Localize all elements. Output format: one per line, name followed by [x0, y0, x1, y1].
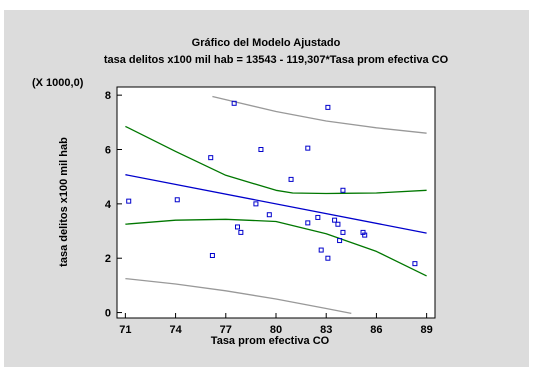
data-point — [325, 255, 331, 261]
x-tick-label: 71 — [119, 324, 131, 336]
x-tick-label: 80 — [270, 324, 282, 336]
chart: Gráfico del Modelo Ajustado tasa delitos… — [32, 37, 449, 347]
data-point — [337, 238, 343, 244]
upper-prediction-line — [212, 95, 427, 134]
x-tick-label: 77 — [220, 324, 232, 336]
data-point — [318, 247, 324, 253]
data-point — [362, 232, 368, 238]
lower-prediction-line — [125, 277, 352, 315]
y-tick-label: 2 — [105, 253, 111, 265]
data-point — [305, 145, 311, 151]
upper-confidence-line — [125, 125, 427, 195]
data-point — [208, 155, 214, 161]
x-tick-label: 83 — [320, 324, 332, 336]
data-point — [258, 147, 264, 153]
plot-area — [116, 86, 436, 319]
y-tick-label: 8 — [105, 90, 111, 102]
x-axis-label: Tasa prom efectiva CO — [211, 335, 330, 347]
data-point — [340, 229, 346, 235]
data-point — [231, 100, 237, 106]
data-point — [332, 217, 338, 223]
data-point — [340, 187, 346, 193]
x-tick-label: 89 — [421, 324, 433, 336]
chart-panel: Gráfico del Modelo Ajustado tasa delitos… — [4, 10, 529, 367]
data-point — [126, 198, 132, 204]
chart-subtitle: tasa delitos x100 mil hab = 13543 - 119,… — [104, 54, 449, 66]
lower-confidence-line — [125, 218, 427, 277]
data-point — [305, 220, 311, 226]
data-point — [253, 201, 259, 207]
y-tick-label: 0 — [105, 308, 111, 320]
x-tick-label: 74 — [169, 324, 182, 336]
data-point — [335, 221, 341, 227]
chart-title: Gráfico del Modelo Ajustado — [192, 37, 341, 49]
data-point — [412, 261, 418, 267]
data-point — [174, 197, 180, 203]
data-point — [235, 224, 241, 230]
y-tick-label: 6 — [105, 145, 111, 157]
fitted-line — [125, 174, 427, 234]
data-point — [209, 252, 215, 258]
data-point — [266, 212, 272, 218]
data-point — [288, 176, 294, 182]
chart-marks: 71 74 77 80 83 86 89 0 2 4 6 8 — [105, 90, 433, 336]
x-tick-label: 86 — [370, 324, 382, 336]
data-point — [325, 104, 331, 110]
y-tick-label: 4 — [105, 199, 112, 211]
y-axis-label: tasa delitos x100 mil hab — [58, 137, 70, 267]
data-point — [315, 214, 321, 220]
y-multiplier-label: (X 1000,0) — [32, 77, 84, 89]
data-point — [238, 229, 244, 235]
